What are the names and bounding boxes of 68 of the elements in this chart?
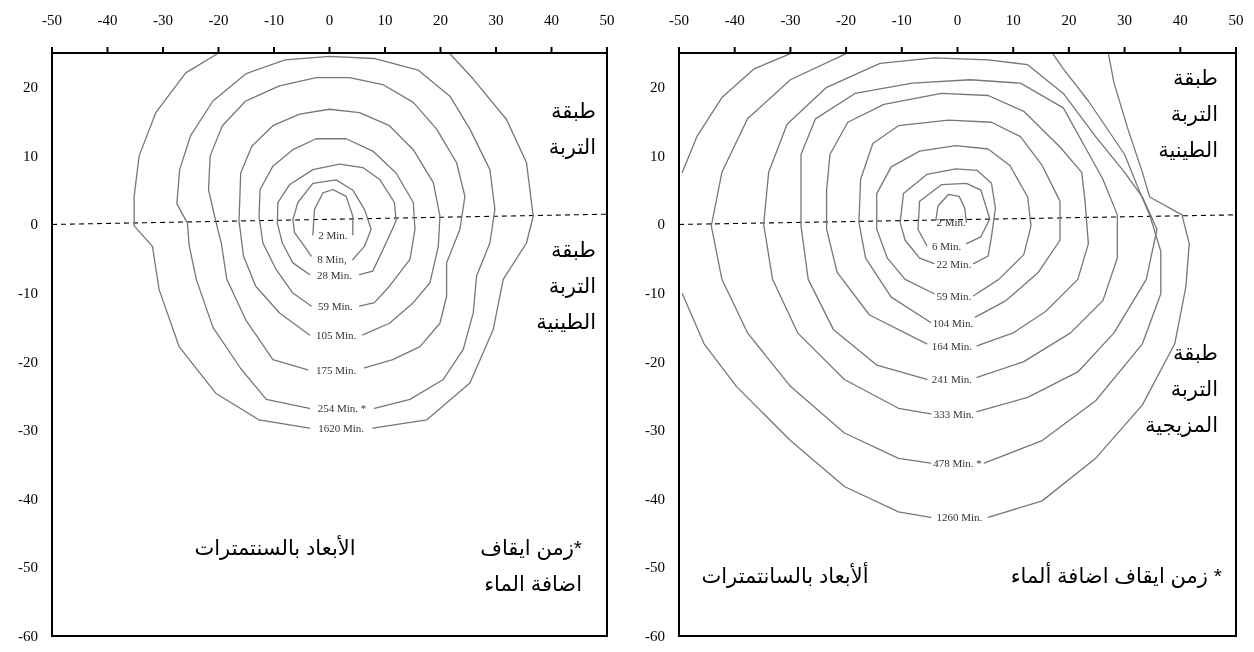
series-label: 59 Min. [936,289,972,302]
x-tick-label: 10 [1005,12,1021,28]
x-tick-label: -10 [891,12,912,28]
y-tick-label: 0 [30,216,38,233]
series-label: 333 Min. [933,407,975,420]
y-tick-label: 10 [23,147,38,164]
annotation: طبقة التربة المزيجية [1145,341,1218,437]
annotation: طبقة التربة الطينية [1158,66,1218,161]
x-tick-label: -30 [153,12,173,28]
series-label: 2 Min. [318,228,348,241]
y-tick-label: -50 [18,559,38,576]
line-series [935,193,968,224]
line-series [800,79,1119,381]
series-label: 254 Min. * [317,402,367,415]
y-tick-label: -40 [645,490,665,507]
series-label: 6 Min. [931,239,962,252]
y-tick-label: -20 [18,353,38,370]
x-tick-label: 40 [1172,12,1188,28]
series-label: 59 Min. [317,300,353,313]
series-label: 1620 Min. [318,422,365,435]
y-tick-label: -60 [18,628,38,644]
y-tick-label: -10 [18,285,38,302]
y-tick-label: -20 [645,353,665,370]
x-tick-label: 10 [377,12,393,28]
x-tick-label: 50 [1228,12,1244,28]
y-tick-label: -60 [645,628,665,644]
x-tick-label: 0 [953,12,962,28]
series-label: 164 Min. [931,339,973,352]
x-tick-label: -10 [264,12,284,28]
series-label: 2 Min. [936,216,967,229]
x-tick-label: -50 [669,12,689,28]
x-tick-label: 50 [599,12,615,28]
annotation: ألأبعاد بالسانتمترات [701,562,869,588]
x-tick-label: -40 [724,12,745,28]
x-tick-label: 30 [488,12,504,28]
series-label: 478 Min. * [933,457,982,470]
series-label: 175 Min. [315,363,357,376]
annotation: *زمن ايقاف اضافة الماء [480,536,582,595]
annotation: طبقة التربة [548,99,596,159]
x-tick-label: 0 [325,12,334,28]
series-label: 1260 Min. [936,511,983,524]
y-tick-label: 10 [650,147,665,164]
series-label: 105 Min. [315,328,357,341]
annotation: طبقة التربة الطينية [536,238,596,333]
y-tick-label: 20 [650,79,665,96]
y-tick-label: -50 [645,559,665,576]
y-tick-label: -10 [645,285,665,302]
y-tick-label: 0 [657,216,665,233]
x-tick-label: -20 [208,12,229,28]
x-tick-label: -40 [97,12,118,28]
y-tick-label: -30 [18,422,38,439]
y-tick-label: 20 [23,79,38,96]
x-tick-label: -30 [780,12,801,28]
series-label: 8 Min, [317,253,347,266]
series-label: 28 Min. [317,268,353,281]
y-tick-label: -40 [18,490,38,507]
series-label: 22 Min. [936,257,972,270]
x-tick-label: -20 [836,12,857,28]
x-tick-label: 20 [433,12,448,28]
series-label: 241 Min. [931,373,973,386]
x-tick-label: 20 [1061,12,1077,28]
annotation: * زمن ايقاف اضافة ألماء [1010,562,1222,588]
y-tick-label: -30 [645,422,665,439]
annotation: الأبعاد بالسنتمترات [194,535,356,560]
series-label: 104 Min. [932,316,974,329]
x-tick-label: -50 [42,12,62,28]
x-tick-label: 30 [1117,12,1133,28]
x-tick-label: 40 [544,12,559,28]
